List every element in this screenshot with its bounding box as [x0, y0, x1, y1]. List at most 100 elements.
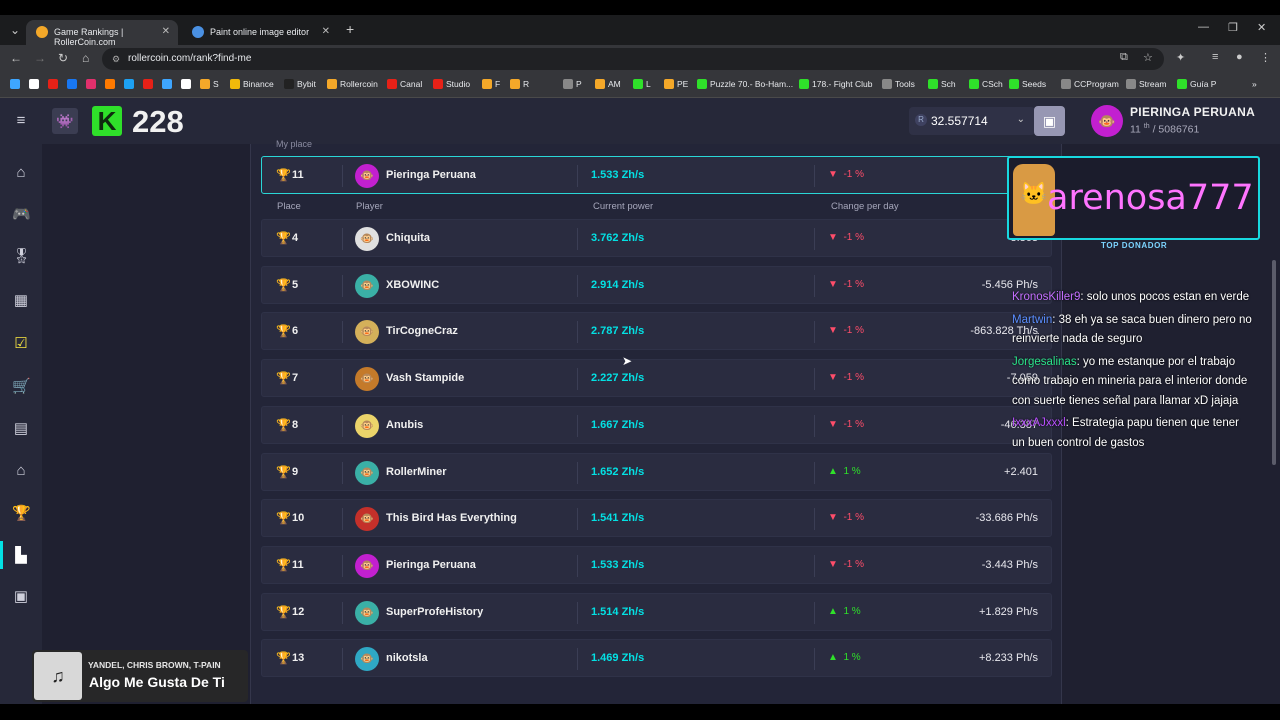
wallet-button[interactable]: ▣ — [1034, 106, 1065, 136]
close-tab-icon[interactable]: ✕ — [321, 26, 330, 37]
bookmark-item[interactable]: AM — [595, 79, 621, 89]
player-name[interactable]: SuperProfeHistory — [386, 605, 484, 618]
media-icon[interactable]: ≡ — [1212, 51, 1219, 63]
player-name[interactable]: Pieringa Peruana — [386, 169, 476, 181]
user-mini-avatar[interactable]: 👾 — [52, 108, 78, 134]
player-name[interactable]: nikotsla — [386, 652, 428, 665]
games-icon[interactable]: 🎮 — [12, 206, 31, 223]
bookmark-shortcut-icon[interactable] — [124, 79, 137, 89]
bookmark-shortcut-icon[interactable] — [181, 79, 194, 89]
news-icon[interactable]: ▣ — [13, 588, 29, 605]
bookmark-item[interactable]: CCProgram — [1061, 79, 1119, 89]
player-name[interactable]: Anubis — [386, 418, 424, 431]
player-name[interactable]: XBOWINC — [386, 278, 440, 291]
bookmark-item[interactable]: R — [510, 79, 529, 89]
new-tab-icon[interactable]: + — [346, 21, 355, 37]
ranking-row[interactable]: 🏆 11 🐵 Pieringa Peruana 1.533 Zh/s ▼ -1 % -3.4… — [261, 545, 1052, 584]
ranking-row[interactable]: 🏆 5 🐵 XBOWINC 2.914 Zh/s ▼ -1 % -5.456 Ph/s — [261, 265, 1052, 304]
storage-icon[interactable]: ▦ — [13, 292, 29, 309]
more-bookmarks-icon[interactable]: » — [1252, 79, 1257, 89]
bookmark-item[interactable]: F — [482, 79, 500, 89]
address-bar[interactable]: ⚙ rollercoin.com/rank?find-me — [102, 48, 1164, 70]
player-avatar[interactable]: 🐵 — [355, 320, 379, 345]
player-avatar[interactable]: 🐵 — [355, 227, 379, 251]
bookmark-shortcut-icon[interactable] — [48, 79, 61, 89]
home-icon[interactable]: ⌂ — [16, 164, 26, 181]
bookmark-item[interactable]: Rollercoin — [327, 79, 378, 89]
close-tab-icon[interactable]: ✕ — [161, 26, 170, 37]
ranking-row[interactable]: 🏆 8 🐵 Anubis 1.667 Zh/s ▼ -1 % -46.387 — [261, 405, 1052, 444]
reload-icon[interactable]: ↻ — [58, 51, 69, 65]
bookmark-item[interactable]: Seeds — [1009, 79, 1046, 89]
profile-name[interactable]: PIERINGA PERUANA — [1130, 105, 1256, 119]
back-icon[interactable]: ← — [10, 51, 22, 65]
tasks-icon[interactable]: ☑ — [14, 335, 28, 352]
bookmark-item[interactable]: CSch — [969, 79, 1003, 89]
bookmark-item[interactable]: Studio — [433, 79, 470, 89]
player-name[interactable]: This Bird Has Everything — [386, 512, 517, 525]
player-avatar[interactable]: 🐵 — [355, 647, 379, 672]
player-avatar[interactable]: 🐵 — [355, 413, 379, 438]
bookmark-shortcut-icon[interactable] — [86, 79, 99, 89]
menu-icon[interactable]: ⋮ — [1260, 52, 1271, 64]
bookmark-shortcut-icon[interactable] — [162, 79, 175, 89]
bookmark-item[interactable]: Puzzle 70.- Bo-Ham... — [697, 79, 793, 89]
bookmark-star-icon[interactable]: ☆ — [1143, 52, 1153, 64]
bookmark-item[interactable]: P — [563, 79, 582, 89]
menu-toggle-icon[interactable]: ≡ — [16, 112, 26, 129]
events-trophy-icon[interactable]: 🏆 — [12, 505, 31, 522]
profile-icon[interactable]: ● — [1236, 51, 1243, 63]
shop-icon[interactable]: ⌂ — [16, 462, 26, 479]
rewards-icon[interactable]: 🎖 — [12, 248, 32, 265]
marketplace-icon[interactable]: ▤ — [13, 420, 29, 437]
site-info-icon[interactable]: ⚙ — [112, 54, 121, 64]
player-avatar[interactable]: 🐵 — [355, 553, 379, 578]
extensions-icon[interactable]: ✦ — [1176, 52, 1186, 64]
player-avatar[interactable]: 🐵 — [355, 460, 379, 485]
ranking-row[interactable]: 🏆 12 🐵 SuperProfeHistory 1.514 Zh/s ▲ 1 % +1.8… — [261, 592, 1052, 631]
player-avatar[interactable]: 🐵 — [355, 367, 379, 392]
market-icon[interactable]: 🛒 — [12, 378, 31, 395]
ranking-row[interactable]: 🏆 10 🐵 This Bird Has Everything 1.541 Zh/s ▼ … — [261, 499, 1052, 538]
bookmark-item[interactable]: Sch — [928, 79, 956, 89]
player-name[interactable]: Chiquita — [386, 232, 430, 244]
bookmark-shortcut-icon[interactable] — [143, 79, 156, 89]
bookmark-shortcut-icon[interactable] — [67, 79, 80, 89]
ranking-row[interactable]: 🏆 6 🐵 TirCogneCraz 2.787 Zh/s ▼ -1 % -863.828 … — [261, 312, 1052, 351]
bookmark-item[interactable]: Binance — [230, 79, 274, 89]
profile-avatar[interactable]: 🐵 — [1091, 105, 1123, 137]
ranking-row[interactable]: 🏆 13 🐵 nikotsla 1.469 Zh/s ▲ 1 % +8.233 Ph/s — [261, 639, 1052, 678]
player-avatar[interactable]: 🐵 — [355, 164, 379, 188]
rankings-icon[interactable]: ▙ — [15, 547, 27, 564]
bookmark-item[interactable]: Stream — [1126, 79, 1166, 89]
tab-search-icon[interactable]: ⌄ — [10, 23, 21, 37]
bookmark-shortcut-icon[interactable] — [29, 79, 42, 89]
ranking-row[interactable]: 🏆 9 🐵 RollerMiner 1.652 Zh/s ▲ 1 % +2.401 — [261, 452, 1052, 491]
bookmark-shortcut-icon[interactable] — [105, 79, 118, 89]
player-name[interactable]: Vash Stampide — [386, 372, 465, 385]
maximize-icon[interactable]: ❐ — [1228, 22, 1238, 34]
bookmark-item[interactable]: Canal — [387, 79, 422, 89]
player-name[interactable]: TirCogneCraz — [386, 325, 458, 338]
bookmark-item[interactable]: L — [633, 79, 651, 89]
minimize-icon[interactable]: — — [1198, 21, 1209, 33]
player-avatar[interactable]: 🐵 — [355, 600, 379, 625]
bookmark-shortcut-icon[interactable] — [10, 79, 23, 89]
home-icon[interactable]: ⌂ — [82, 51, 90, 65]
player-name[interactable]: Pieringa Peruana — [386, 558, 476, 571]
player-avatar[interactable]: 🐵 — [355, 507, 379, 532]
close-window-icon[interactable]: ✕ — [1257, 22, 1267, 34]
forward-icon[interactable]: → — [34, 51, 46, 65]
balance-dropdown[interactable]: R 32.557714 ⌄ — [909, 107, 1035, 135]
player-name[interactable]: RollerMiner — [386, 465, 447, 478]
page-scrollbar[interactable] — [1272, 260, 1276, 465]
player-avatar[interactable]: 🐵 — [355, 273, 379, 298]
tab-rollercoin[interactable]: Game Rankings | RollerCoin.com ✕ — [26, 20, 178, 47]
bookmark-item[interactable]: Bybit — [284, 79, 316, 89]
bookmark-item[interactable]: S — [200, 79, 219, 89]
bookmark-item[interactable]: Guía P — [1177, 79, 1216, 89]
bookmark-item[interactable]: 178.- Fight Club — [799, 79, 872, 89]
tab-paint[interactable]: Paint online image editor ✕ — [182, 20, 338, 45]
